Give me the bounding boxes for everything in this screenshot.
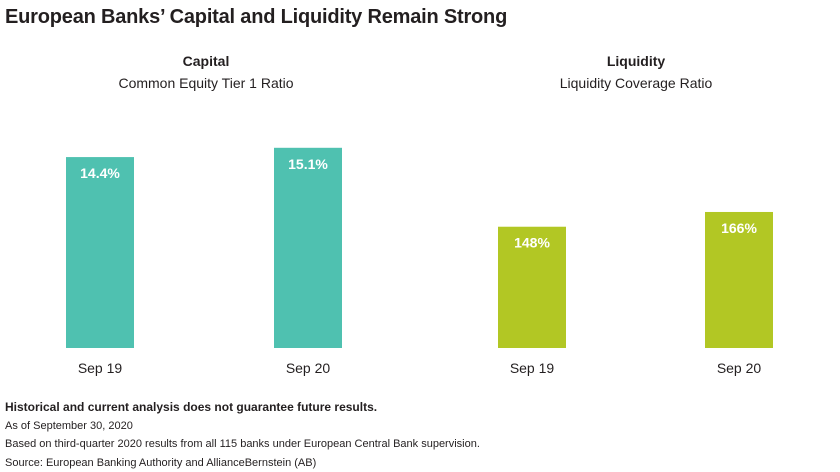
capital-bar-1: [274, 148, 342, 348]
footer-disclaimer: Historical and current analysis does not…: [5, 398, 480, 417]
liquidity-category-label-0: Sep 19: [510, 360, 555, 376]
liquidity-data-label-1: 166%: [721, 220, 757, 236]
capital-data-label-0: 14.4%: [80, 165, 120, 181]
footer-basis: Based on third-quarter 2020 results from…: [5, 435, 480, 454]
capital-category-label-1: Sep 20: [286, 360, 331, 376]
liquidity-data-label-0: 148%: [514, 235, 550, 251]
capital-bar-0: [66, 157, 134, 348]
chart-footer: Historical and current analysis does not…: [5, 398, 480, 472]
capital-category-label-0: Sep 19: [78, 360, 123, 376]
capital-data-label-1: 15.1%: [288, 156, 328, 172]
liquidity-category-label-1: Sep 20: [717, 360, 762, 376]
footer-as-of: As of September 30, 2020: [5, 417, 480, 436]
footer-source: Source: European Banking Authority and A…: [5, 454, 480, 472]
